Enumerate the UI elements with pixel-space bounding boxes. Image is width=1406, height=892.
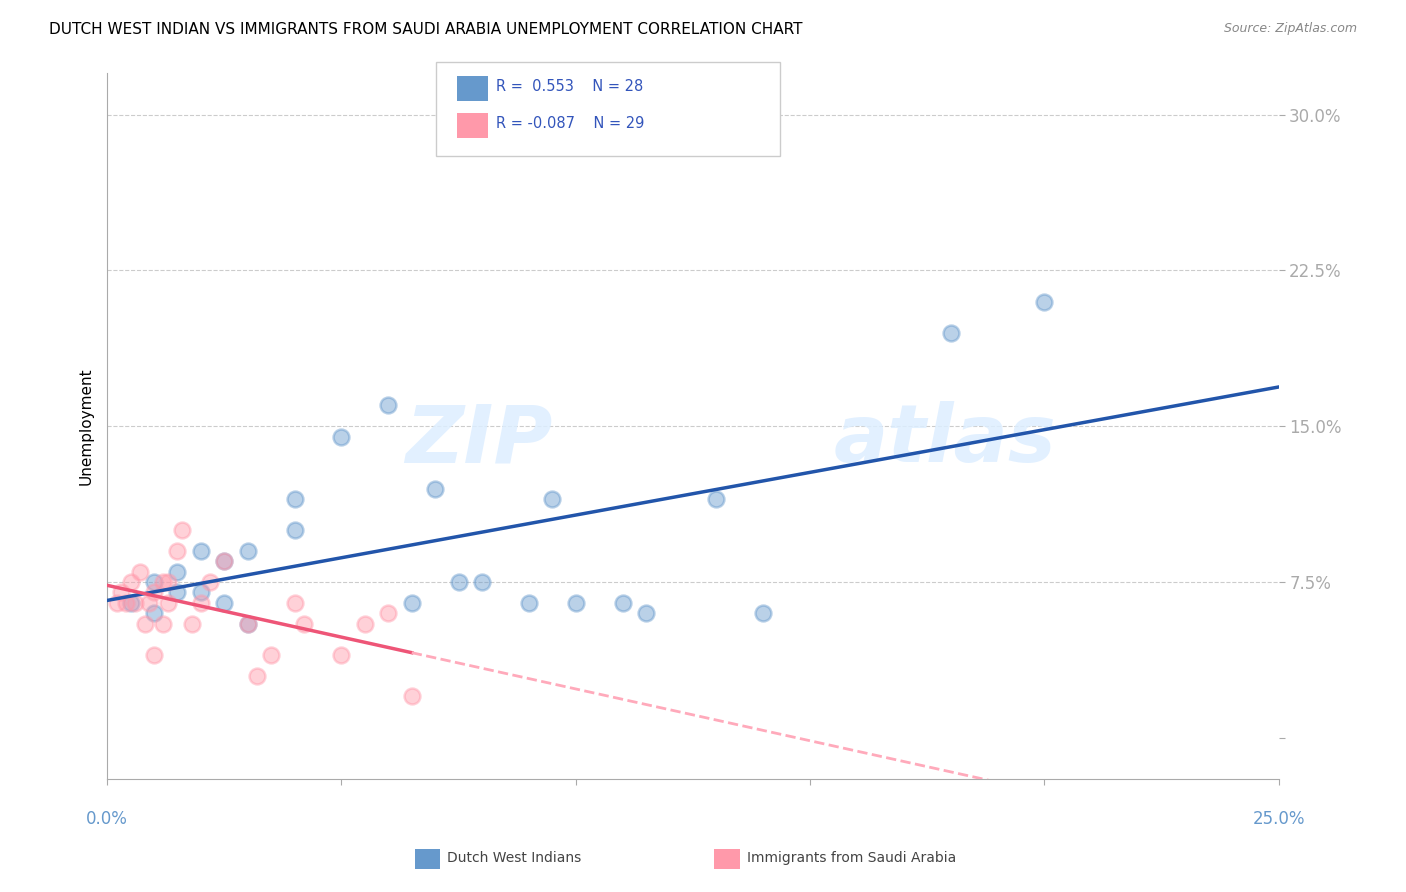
Point	[157, 574, 180, 589]
Point	[1033, 294, 1056, 309]
Point	[190, 544, 212, 558]
Point	[143, 574, 166, 589]
Point	[152, 616, 174, 631]
Point	[120, 574, 142, 589]
Text: Dutch West Indians: Dutch West Indians	[447, 851, 581, 865]
Point	[120, 596, 142, 610]
Point	[330, 429, 353, 443]
Point	[143, 585, 166, 599]
Point	[425, 482, 447, 496]
Point	[214, 554, 236, 568]
Point	[214, 596, 236, 610]
Point	[166, 585, 188, 599]
Point	[200, 574, 222, 589]
Point	[752, 606, 775, 620]
Point	[541, 491, 564, 506]
Point	[246, 668, 269, 682]
Point	[134, 616, 156, 631]
Text: R = -0.087    N = 29: R = -0.087 N = 29	[496, 117, 645, 131]
Text: 25.0%: 25.0%	[1253, 810, 1305, 828]
Text: 0.0%: 0.0%	[86, 810, 128, 828]
Point	[115, 596, 138, 610]
Point	[612, 596, 634, 610]
Point	[939, 326, 962, 340]
Point	[517, 596, 540, 610]
Point	[706, 491, 728, 506]
Point	[143, 648, 166, 662]
Point	[105, 596, 128, 610]
Point	[354, 616, 377, 631]
Point	[471, 574, 494, 589]
Point	[124, 596, 146, 610]
Point	[172, 523, 194, 537]
Point	[143, 606, 166, 620]
Point	[236, 544, 259, 558]
Point	[260, 648, 283, 662]
Point	[330, 648, 353, 662]
Text: ZIP: ZIP	[405, 401, 553, 479]
Text: Immigrants from Saudi Arabia: Immigrants from Saudi Arabia	[747, 851, 956, 865]
Point	[129, 565, 152, 579]
Point	[190, 596, 212, 610]
Point	[377, 398, 399, 412]
Text: atlas: atlas	[834, 401, 1056, 479]
Point	[190, 585, 212, 599]
Point	[157, 596, 180, 610]
Point	[236, 616, 259, 631]
Point	[152, 574, 174, 589]
Y-axis label: Unemployment: Unemployment	[79, 368, 93, 485]
Point	[180, 616, 202, 631]
Point	[377, 606, 399, 620]
Text: R =  0.553    N = 28: R = 0.553 N = 28	[496, 79, 644, 94]
Text: DUTCH WEST INDIAN VS IMMIGRANTS FROM SAUDI ARABIA UNEMPLOYMENT CORRELATION CHART: DUTCH WEST INDIAN VS IMMIGRANTS FROM SAU…	[49, 22, 803, 37]
Point	[284, 523, 307, 537]
Point	[636, 606, 658, 620]
Point	[236, 616, 259, 631]
Point	[166, 544, 188, 558]
Point	[565, 596, 588, 610]
Point	[401, 596, 423, 610]
Point	[284, 596, 307, 610]
Point	[447, 574, 470, 589]
Point	[138, 596, 160, 610]
Point	[292, 616, 315, 631]
Point	[166, 565, 188, 579]
Point	[110, 585, 132, 599]
Text: Source: ZipAtlas.com: Source: ZipAtlas.com	[1223, 22, 1357, 36]
Point	[214, 554, 236, 568]
Point	[401, 690, 423, 704]
Point	[284, 491, 307, 506]
